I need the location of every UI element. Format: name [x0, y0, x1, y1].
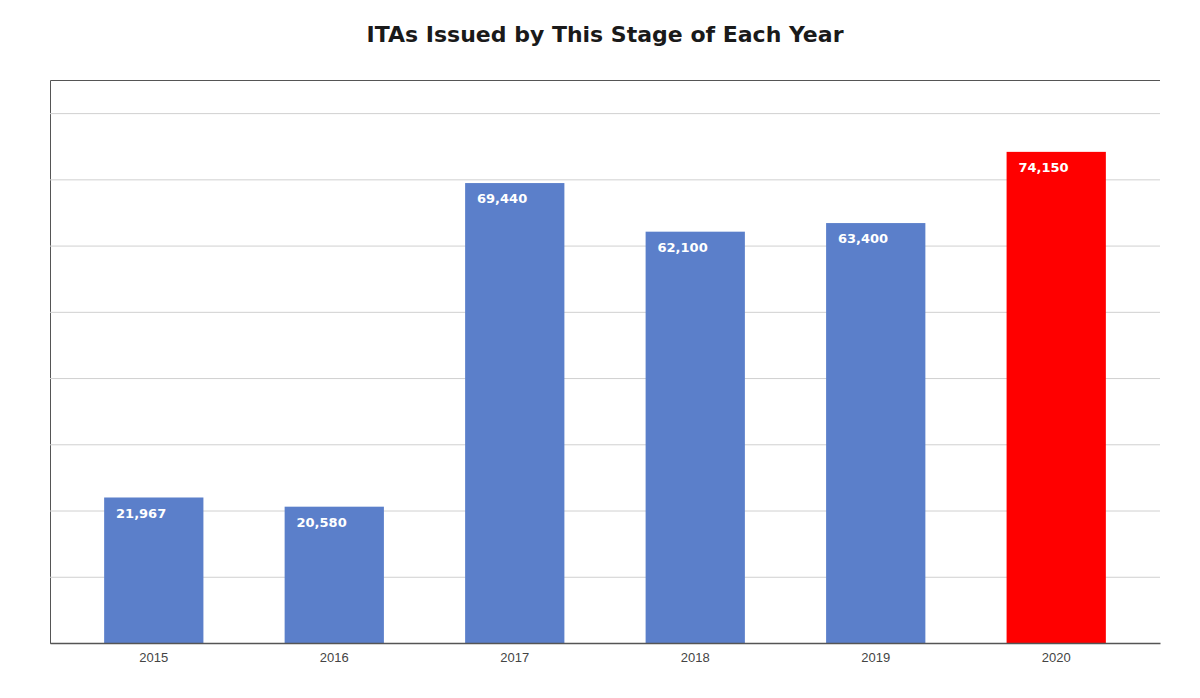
y-tick: [50, 444, 1160, 445]
y-tick: [50, 113, 1160, 114]
x-tick: 2015: [139, 643, 168, 665]
x-tick-label: 2017: [500, 650, 529, 665]
bar: [104, 498, 203, 643]
data-label: 21,967: [116, 506, 166, 521]
x-tick: 2020: [1042, 643, 1071, 665]
grid-line: [50, 511, 1160, 512]
x-tick-label: 2018: [681, 650, 710, 665]
plot-area: 2015 2016 2017 2018 2019 2020 21,967 20,580 69,4…: [50, 81, 1161, 666]
grid-line: [50, 378, 1160, 379]
y-tick: [50, 577, 1160, 578]
bar: [646, 232, 745, 643]
data-label: 62,100: [658, 240, 708, 255]
data-label: 74,150: [1018, 160, 1068, 175]
grid-line: [50, 246, 1160, 247]
x-tick-label: 2020: [1042, 650, 1071, 665]
grid-line: [50, 113, 1160, 114]
bars: [104, 152, 1106, 643]
y-tick: [50, 179, 1160, 180]
bar: [465, 183, 564, 643]
grid-line: [50, 312, 1160, 313]
chart-container: ITAs Issued by This Stage of Each Year 20…: [0, 0, 1200, 698]
data-label: 63,400: [838, 231, 888, 246]
x-tick-label: 2016: [320, 650, 349, 665]
grid-line: [50, 444, 1160, 445]
bar: [826, 223, 925, 643]
x-tick: 2017: [500, 643, 529, 665]
y-axis: [50, 81, 1160, 644]
x-tick-label: 2015: [139, 650, 168, 665]
y-tick: [50, 511, 1160, 512]
y-tick: [50, 246, 1160, 247]
x-tick-label: 2019: [861, 650, 890, 665]
y-tick: [50, 378, 1160, 379]
data-label: 69,440: [477, 191, 527, 206]
grid-line: [50, 179, 1160, 180]
x-axis: 2015 2016 2017 2018 2019 2020: [51, 643, 1161, 665]
title: ITAs Issued by This Stage of Each Year: [367, 22, 844, 47]
x-tick: 2019: [861, 643, 890, 665]
y-tick: [50, 312, 1160, 313]
bar: [285, 507, 384, 643]
data-label: 20,580: [297, 515, 347, 530]
x-tick: 2018: [681, 643, 710, 665]
x-tick: 2016: [320, 643, 349, 665]
y-axis-line: [51, 81, 1161, 644]
chart-svg: ITAs Issued by This Stage of Each Year 20…: [0, 0, 1200, 698]
bar: [1007, 152, 1106, 643]
data-labels: 21,967 20,580 69,440 62,100 63,400 74,150: [116, 160, 1069, 530]
x-axis-line: [51, 643, 1161, 645]
grid-line: [50, 577, 1160, 578]
